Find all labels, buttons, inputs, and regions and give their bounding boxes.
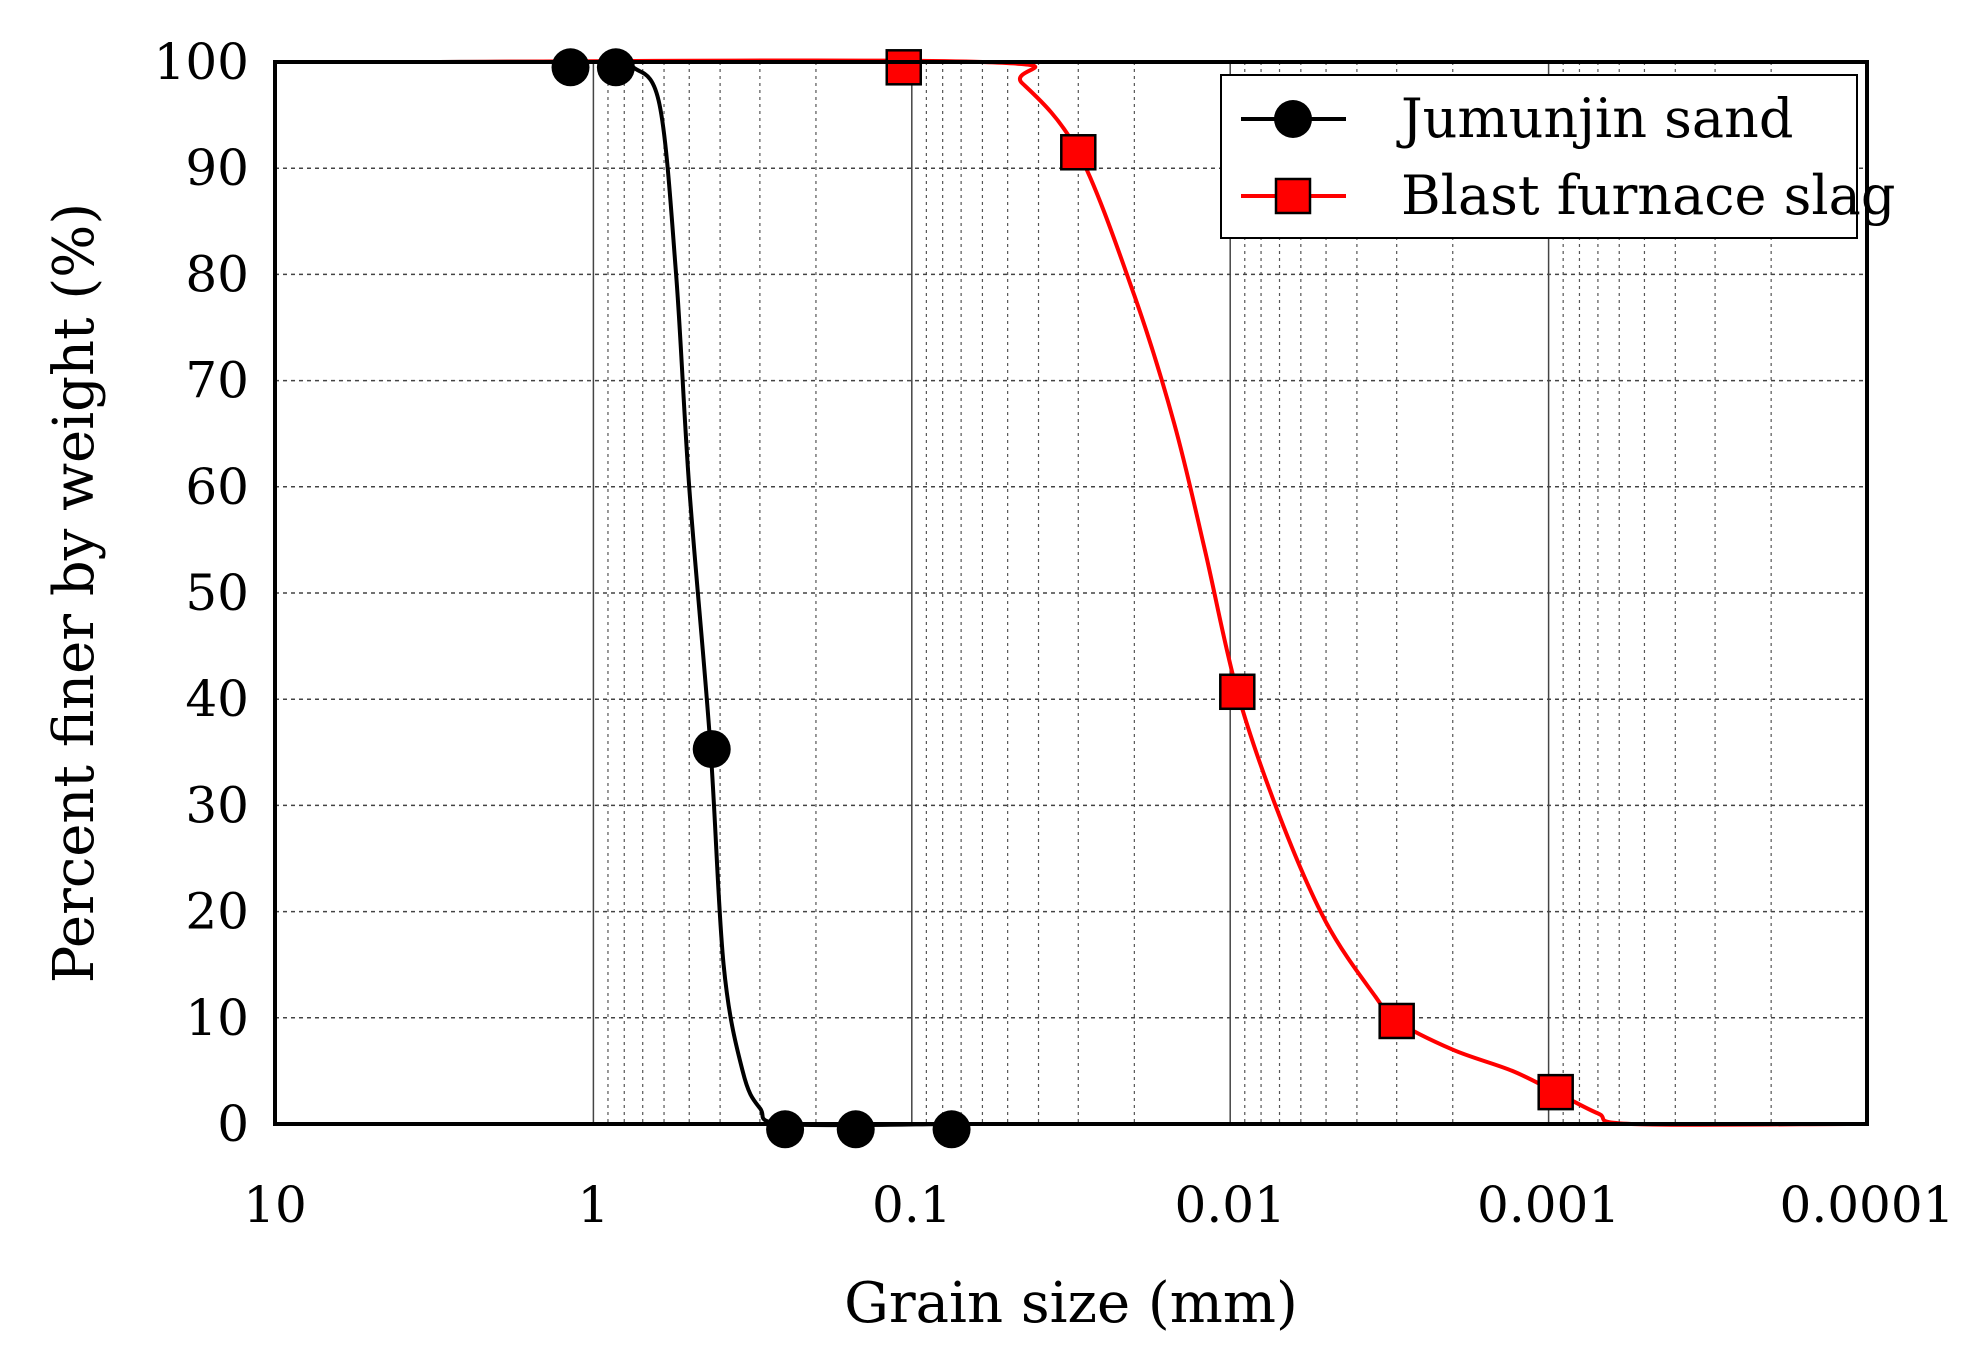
legend-entry-jumunjin-sand: Jumunjin sand — [1241, 87, 1793, 150]
x-tick-label: 0.1 — [872, 1176, 952, 1234]
y-tick-label: 80 — [185, 245, 249, 303]
y-tick-label: 60 — [185, 458, 249, 516]
x-tick-label: 0.0001 — [1780, 1176, 1955, 1234]
data-point-blast-furnace-slag — [1060, 134, 1097, 171]
plot-area-frame — [273, 60, 1869, 1126]
y-tick-label: 40 — [185, 670, 249, 728]
data-point-blast-furnace-slag — [885, 49, 922, 86]
data-point-jumunjin-sand — [836, 1110, 875, 1149]
x-tick-label: 10 — [243, 1176, 307, 1234]
legend-box — [1220, 74, 1858, 239]
tick-labels: 10 1 0.1 0.01 0.001 0.0001 0 10 20 30 40 50 60 70 80 90… — [154, 33, 1955, 1234]
y-tick-label: 20 — [185, 883, 249, 941]
legend-entry-blast-furnace-slag: Blast furnace slag — [1241, 164, 1895, 227]
data-point-blast-furnace-slag — [1378, 1002, 1415, 1040]
x-tick-label: 0.001 — [1477, 1176, 1620, 1234]
legend-label-jumunjin-sand: Jumunjin sand — [1396, 87, 1793, 150]
data-point-jumunjin-sand — [596, 48, 635, 87]
y-axis-label: Percent finer by weight (%) — [42, 203, 107, 983]
data-point-blast-furnace-slag — [1537, 1073, 1574, 1111]
legend-marker-jumunjin-sand — [1274, 100, 1312, 138]
y-tick-label: 10 — [185, 989, 249, 1047]
y-tick-label: 0 — [217, 1095, 249, 1153]
x-tick-label: 1 — [577, 1176, 609, 1234]
legend-marker-blast-furnace-slag — [1274, 177, 1312, 215]
y-tick-label: 30 — [185, 776, 249, 834]
legend: Jumunjin sand Blast furnace slag — [1220, 74, 1895, 239]
data-point-jumunjin-sand — [932, 1110, 971, 1149]
y-tick-label: 100 — [154, 33, 249, 91]
data-point-blast-furnace-slag — [1219, 673, 1256, 711]
data-point-jumunjin-sand — [551, 48, 590, 87]
data-point-jumunjin-sand — [766, 1110, 805, 1149]
y-tick-label: 50 — [185, 564, 249, 622]
legend-label-blast-furnace-slag: Blast furnace slag — [1401, 164, 1895, 227]
y-tick-label: 90 — [185, 139, 249, 197]
data-point-jumunjin-sand — [692, 730, 731, 769]
series-markers — [551, 48, 1574, 1149]
x-axis-label: Grain size (mm) — [844, 1271, 1298, 1336]
y-tick-label: 70 — [185, 352, 249, 410]
x-tick-label: 0.01 — [1175, 1176, 1286, 1234]
